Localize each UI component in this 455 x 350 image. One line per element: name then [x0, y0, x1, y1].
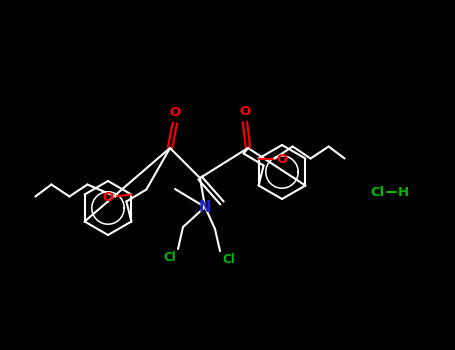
- Text: N: N: [199, 199, 211, 215]
- Text: Cl: Cl: [370, 186, 384, 198]
- Text: O: O: [169, 106, 181, 119]
- Text: Cl: Cl: [222, 253, 235, 266]
- Text: Cl: Cl: [163, 251, 176, 264]
- Text: O: O: [277, 153, 288, 166]
- Text: H: H: [398, 186, 409, 198]
- Text: O: O: [239, 105, 251, 118]
- Text: O: O: [102, 191, 113, 204]
